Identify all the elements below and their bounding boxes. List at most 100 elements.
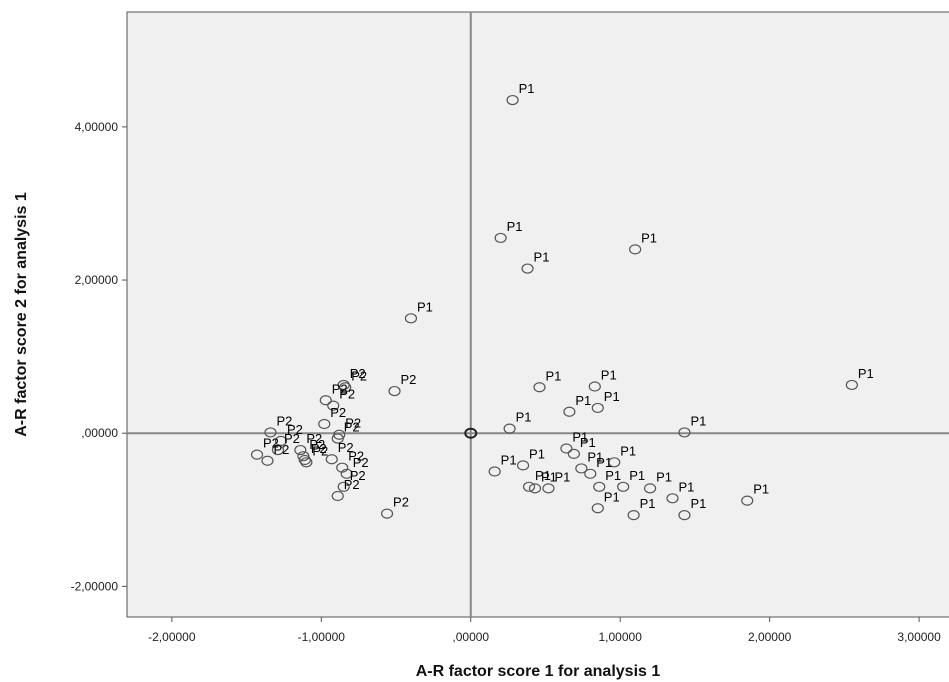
point-label: P1 — [541, 469, 557, 484]
data-point — [503, 423, 516, 434]
x-tick-label: 1,00000 — [599, 630, 643, 644]
point-label: P1 — [545, 368, 561, 383]
point-label: P2 — [348, 449, 364, 464]
point-label: P2 — [351, 368, 367, 383]
x-tick-label: -1,00000 — [298, 630, 346, 644]
point-label: P1 — [690, 496, 706, 511]
data-point — [608, 457, 621, 468]
y-axis: -2,00000 ,00000 2,00000 4,00000 — [71, 120, 127, 593]
data-point — [591, 503, 604, 514]
data-point — [331, 490, 344, 502]
point-label: P1 — [554, 469, 570, 484]
point-label: P2 — [350, 366, 366, 381]
point-label: P1 — [516, 410, 532, 425]
point-label: P1 — [507, 219, 523, 234]
point-label: P2 — [344, 477, 360, 492]
point-label: P2 — [339, 387, 355, 402]
data-point — [380, 508, 394, 519]
point-label: P1 — [580, 435, 596, 450]
point-label: P1 — [604, 389, 620, 404]
data-point — [271, 444, 285, 456]
x-tick-label: -2,00000 — [148, 630, 196, 644]
point-label: P1 — [572, 430, 588, 445]
data-point — [261, 455, 274, 466]
data-point — [516, 460, 530, 471]
data-point — [533, 382, 546, 393]
point-label: P1 — [858, 366, 874, 381]
centroid-marker — [464, 427, 478, 439]
point-label: P1 — [587, 449, 603, 464]
point-label: P1 — [679, 479, 695, 494]
x-axis: -2,00000 -1,00000 ,00000 1,00000 2,00000 3,00… — [148, 617, 941, 644]
x-tick-label: ,00000 — [452, 630, 489, 644]
x-tick-label: 2,00000 — [748, 630, 792, 644]
data-point — [506, 94, 519, 106]
data-point — [629, 244, 642, 255]
point-label: P2 — [393, 495, 409, 510]
point-label: P1 — [417, 299, 433, 314]
data-point — [560, 443, 573, 454]
point-label: P2 — [332, 381, 348, 396]
point-label: P2 — [350, 468, 366, 483]
point-label: P1 — [519, 81, 535, 96]
data-point — [319, 395, 332, 406]
data-point — [643, 483, 657, 494]
data-point — [337, 481, 350, 492]
point-label: P1 — [690, 413, 706, 428]
point-label: P2 — [309, 437, 325, 452]
point-label: P2 — [353, 455, 369, 470]
y-tick-label: 2,00000 — [75, 273, 119, 287]
point-label: P1 — [640, 496, 656, 511]
data-point — [521, 263, 534, 274]
point-label: P2 — [312, 443, 328, 458]
point-label: P1 — [535, 468, 551, 483]
y-axis-title: A-R factor score 2 for analysis 1 — [13, 192, 30, 437]
y-tick-label: ,00000 — [81, 426, 118, 440]
point-label: P1 — [753, 482, 769, 497]
data-point — [494, 232, 507, 244]
data-point — [264, 427, 277, 438]
data-point — [593, 481, 606, 492]
data-point — [339, 382, 352, 393]
point-label: P1 — [596, 455, 612, 470]
data-point — [325, 454, 338, 465]
data-point — [666, 493, 679, 504]
point-label: P1 — [656, 469, 672, 484]
point-label: P2 — [401, 372, 417, 387]
point-label: P2 — [330, 405, 346, 420]
data-point — [327, 400, 340, 411]
point-label: P1 — [575, 393, 591, 408]
data-point — [617, 481, 630, 492]
point-label: P1 — [605, 468, 621, 483]
point-label: P1 — [501, 452, 517, 467]
point-label: P2 — [306, 431, 322, 446]
plot-area — [126, 11, 949, 618]
point-label: P2 — [273, 442, 289, 457]
y-tick-label: 4,00000 — [75, 120, 119, 134]
data-point — [627, 510, 640, 521]
data-point — [741, 495, 754, 506]
y-tick-label: -2,00000 — [71, 579, 119, 593]
point-label: P1 — [529, 446, 545, 461]
data-point — [331, 433, 344, 444]
data-point — [522, 481, 536, 492]
data-point — [678, 510, 691, 521]
point-label: P2 — [345, 416, 361, 431]
point-label: P2 — [276, 413, 292, 428]
data-point — [542, 483, 555, 494]
data-point — [528, 483, 542, 494]
x-tick-label: 3,00000 — [897, 630, 941, 644]
data-point — [274, 435, 288, 446]
x-axis-title: A-R factor score 1 for analysis 1 — [416, 663, 661, 680]
point-label: P1 — [534, 250, 550, 265]
data-point — [575, 463, 588, 474]
data-point — [388, 385, 401, 397]
data-point — [591, 402, 604, 414]
data-point — [678, 427, 691, 438]
point-label: P1 — [601, 367, 617, 382]
point-label: P1 — [629, 468, 645, 483]
data-point — [340, 468, 353, 479]
point-label: P1 — [620, 443, 636, 458]
